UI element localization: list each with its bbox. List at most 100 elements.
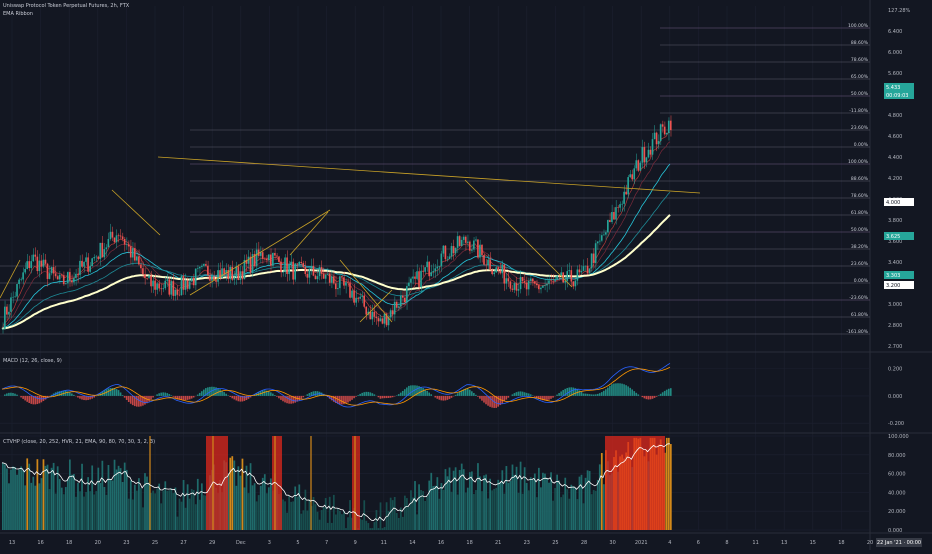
candle-body [75,274,77,278]
candle-body [554,279,556,281]
ctvhp-bar [67,479,69,530]
ctvhp-bar [341,514,343,530]
price-tick-label: 5.600 [888,71,902,77]
macd-histogram-bar [367,392,369,396]
price-label: 00:09:03 [886,93,908,99]
macd-histogram-bar [392,396,394,397]
price-tick-label: 4.600 [888,134,902,140]
macd-histogram-bar [298,396,300,400]
candle-body [341,276,343,277]
macd-histogram-bar [229,396,231,397]
macd-histogram-bar [635,393,637,396]
candle-body [449,256,451,259]
ctvhp-bar [317,512,319,530]
candle-body [278,257,280,262]
ctvhp-bar [4,465,6,530]
ctvhp-bar [69,460,71,530]
ctvhp-tick-label: 60.000 [888,472,906,478]
candle-body [609,220,611,222]
macd-histogram-bar [599,393,601,396]
candle-body [479,245,481,258]
macd-histogram-bar [120,392,122,395]
candle-body [615,207,617,219]
candle-body [518,289,520,291]
macd-histogram-bar [378,396,380,397]
macd-histogram-bar [670,388,672,396]
candle-body [158,284,160,289]
candle-body [142,268,144,274]
candle-body [6,307,8,315]
candle-body [294,263,296,279]
macd-histogram-bar [469,390,471,396]
ctvhp-bar [493,489,495,530]
macd-histogram-bar [171,395,173,396]
ctvhp-bar [49,489,51,530]
macd-histogram-bar [650,396,652,399]
ctvhp-bar [61,488,63,530]
macd-histogram-bar [158,393,160,396]
candle-body [162,288,164,289]
candle-body [469,242,471,251]
macd-histogram-bar [108,388,110,395]
macd-histogram-bar [280,396,282,400]
macd-histogram-bar [294,396,296,403]
candle-body [24,269,26,272]
ctvhp-bar [175,488,177,530]
macd-histogram-bar [264,390,266,396]
candle-body [284,257,286,271]
candle-body [177,290,179,295]
candle-body [262,252,264,258]
candle-body [607,220,609,232]
ctvhp-bar [593,490,595,530]
macd-histogram-bar [235,396,237,401]
candle-body [642,147,644,163]
candle-body [266,259,268,261]
ctvhp-bar [122,482,124,530]
macd-histogram-bar [79,396,81,399]
macd-histogram-bar [601,392,603,396]
candle-body [637,160,639,170]
candle-body [126,244,128,245]
time-label: 30 [609,540,615,546]
candle-body [343,277,345,285]
candle-body [575,281,577,287]
ctvhp-bar [144,473,146,530]
ctvhp-bar [532,479,534,530]
candle-body [493,272,495,274]
macd-histogram-bar [518,392,520,396]
candle-body [491,270,493,274]
macd-histogram-bar [231,396,233,398]
ctvhp-bar [22,470,24,530]
candle-body [390,310,392,317]
ctvhp-tick-label: 0.000 [888,528,902,534]
ema-line [2,142,670,329]
ctvhp-bar [152,491,154,530]
candle-body [229,267,231,279]
candle-body [302,263,304,267]
candle-body [104,249,106,257]
ctvhp-bar [331,523,333,530]
candle-body [235,267,237,278]
ctvhp-bar [104,487,106,530]
candle-body [83,262,85,267]
ctvhp-bar [240,476,242,530]
candle-body [203,264,205,266]
ctvhp-bar [65,487,67,530]
ctvhp-tick-label: 100.000 [888,434,909,440]
candle-body [240,271,242,280]
ctvhp-bar [601,453,603,530]
macd-histogram-bar [520,391,522,396]
fib-level-label: 23.60% [851,125,869,131]
macd-histogram-bar [10,393,12,396]
ctvhp-bar [603,484,605,530]
candle-body [43,260,45,267]
ctvhp-bar [380,502,382,530]
macd-histogram-bar [272,394,274,396]
candle-body [189,281,191,288]
macd-histogram-bar [136,396,138,407]
macd-histogram-bar [20,396,22,397]
ctvhp-bar [203,495,205,530]
macd-histogram-bar [633,391,635,396]
